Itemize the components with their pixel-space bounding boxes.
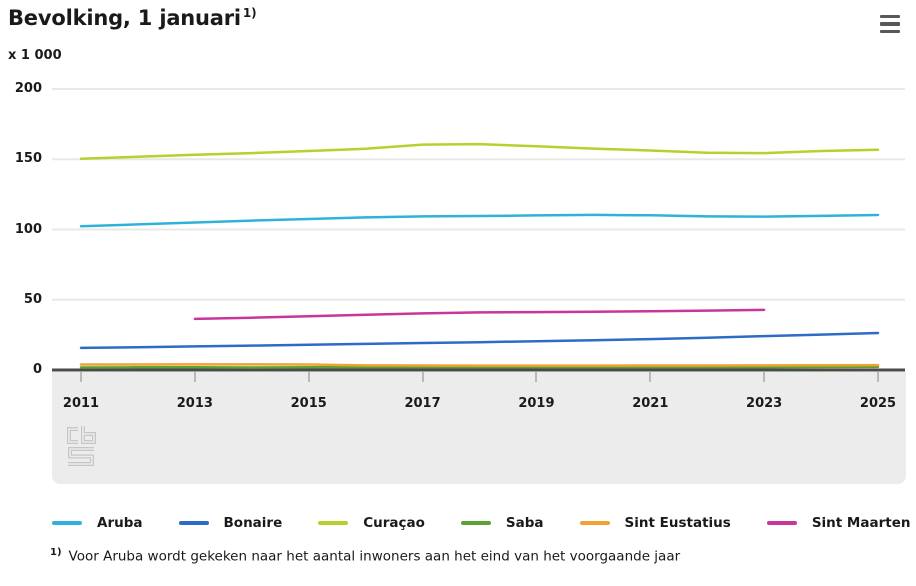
series-line-sint-maarten[interactable] xyxy=(193,308,766,321)
axis-unit-label: x 1 000 xyxy=(8,48,62,63)
legend-item-bonaire[interactable]: Bonaire xyxy=(178,515,283,531)
x-tick xyxy=(307,372,310,382)
legend-label: Aruba xyxy=(97,515,143,531)
chart-title-text: Bevolking, 1 januari xyxy=(8,6,241,30)
legend-label: Sint Eustatius xyxy=(624,515,731,531)
x-tick xyxy=(877,372,879,382)
x-tick-label: 2025 xyxy=(859,396,897,411)
footnote-marker: 1) xyxy=(50,547,62,558)
legend-swatch xyxy=(460,521,491,525)
series-line-saba[interactable] xyxy=(79,365,880,369)
x-tick xyxy=(193,372,196,382)
hamburger-bar xyxy=(880,29,900,33)
legend-swatch xyxy=(52,521,82,525)
legend: Aruba Bonaire Curaçao Saba Sint Eustatius Sin… xyxy=(52,515,910,531)
legend-item-saba[interactable]: Saba xyxy=(460,515,544,531)
series-line-aruba[interactable] xyxy=(79,213,880,228)
x-tick-label: 2013 xyxy=(176,396,213,411)
legend-swatch xyxy=(579,521,610,525)
hamburger-bar xyxy=(880,22,900,26)
footnote: 1) Voor Aruba wordt gekeken naar het aant… xyxy=(50,547,680,565)
footnote-marker-sup: 1) xyxy=(242,6,257,20)
legend-label: Saba xyxy=(505,515,544,531)
legend-item-curaçao[interactable]: Curaçao xyxy=(318,515,425,531)
x-tick xyxy=(80,372,82,382)
series-line-bonaire[interactable] xyxy=(79,331,880,350)
y-tick-label: 150 xyxy=(14,151,42,167)
series-line-curaçao[interactable] xyxy=(79,142,880,161)
y-tick-label: 50 xyxy=(23,291,42,307)
x-tick xyxy=(535,372,538,382)
x-tick xyxy=(421,372,424,382)
x-tick-label: 2019 xyxy=(518,396,555,411)
x-tick-label: 2021 xyxy=(632,396,669,411)
x-tick-label: 2023 xyxy=(746,396,783,411)
legend-item-sint-eustatius[interactable]: Sint Eustatius xyxy=(579,515,731,531)
legend-swatch xyxy=(766,521,797,525)
y-tick-label: 200 xyxy=(14,81,42,96)
x-tick-label: 2015 xyxy=(290,396,327,411)
legend-swatch xyxy=(318,521,349,525)
x-axis-band: 2011 2013 2015 2017 2019 2021 2023 2025 xyxy=(52,372,906,484)
legend-label: Curaçao xyxy=(363,515,425,531)
plot-area xyxy=(52,88,905,372)
legend-label: Sint Maarten xyxy=(811,515,911,531)
legend-swatch xyxy=(178,521,209,525)
x-tick-label: 2011 xyxy=(62,396,100,411)
x-tick xyxy=(649,372,652,382)
hamburger-icon[interactable] xyxy=(880,14,900,34)
x-tick-label: 2017 xyxy=(404,396,441,411)
legend-item-aruba[interactable]: Aruba xyxy=(52,515,143,531)
chart-title: Bevolking, 1 januari 1) xyxy=(8,6,257,30)
y-tick-label: 0 xyxy=(32,362,42,377)
x-tick xyxy=(763,372,766,382)
cbs-logo xyxy=(67,426,96,466)
y-tick-label: 100 xyxy=(14,221,42,237)
hamburger-bar xyxy=(880,15,900,19)
series-line-sint-eustatius[interactable] xyxy=(79,363,880,367)
legend-label: Bonaire xyxy=(223,515,283,531)
legend-item-sint-maarten[interactable]: Sint Maarten xyxy=(766,515,911,531)
footnote-text: Voor Aruba wordt gekeken naar het aantal… xyxy=(68,548,681,565)
